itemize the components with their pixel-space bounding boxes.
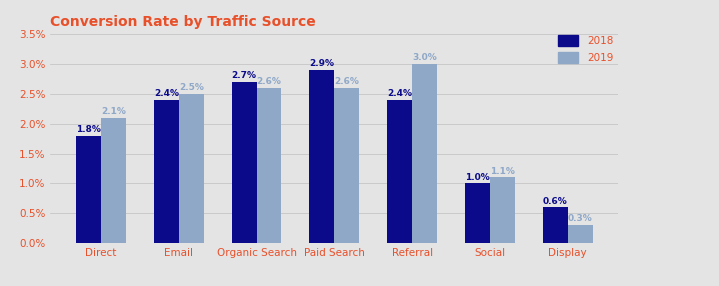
Bar (412, 64, 437, 243)
Text: 2.9%: 2.9% (309, 59, 334, 68)
Text: 2.5%: 2.5% (179, 83, 203, 92)
Text: 2.4%: 2.4% (387, 89, 412, 98)
Bar (334, 88, 360, 243)
Text: 2.7%: 2.7% (232, 71, 257, 80)
Text: 2.6%: 2.6% (334, 77, 360, 86)
Text: 2.1%: 2.1% (101, 107, 126, 116)
Text: 1.1%: 1.1% (490, 167, 515, 176)
Text: 0.6%: 0.6% (543, 196, 567, 206)
Text: 1.0%: 1.0% (465, 173, 490, 182)
Text: 0.3%: 0.3% (568, 214, 592, 223)
Bar (490, 178, 515, 243)
Bar (76, 136, 101, 243)
Bar (232, 82, 257, 243)
Text: 1.8%: 1.8% (76, 125, 101, 134)
Bar (465, 183, 490, 243)
Bar (543, 207, 567, 243)
Bar (179, 94, 203, 243)
Text: 3.0%: 3.0% (412, 53, 437, 62)
Bar (154, 100, 179, 243)
Text: 2.6%: 2.6% (257, 77, 281, 86)
Bar (567, 225, 592, 243)
Bar (101, 118, 126, 243)
Legend: 2018, 2019: 2018, 2019 (558, 35, 613, 63)
Bar (257, 88, 281, 243)
Text: 2.4%: 2.4% (154, 89, 179, 98)
Bar (309, 70, 334, 243)
Text: Conversion Rate by Traffic Source: Conversion Rate by Traffic Source (50, 15, 316, 29)
Bar (388, 100, 412, 243)
